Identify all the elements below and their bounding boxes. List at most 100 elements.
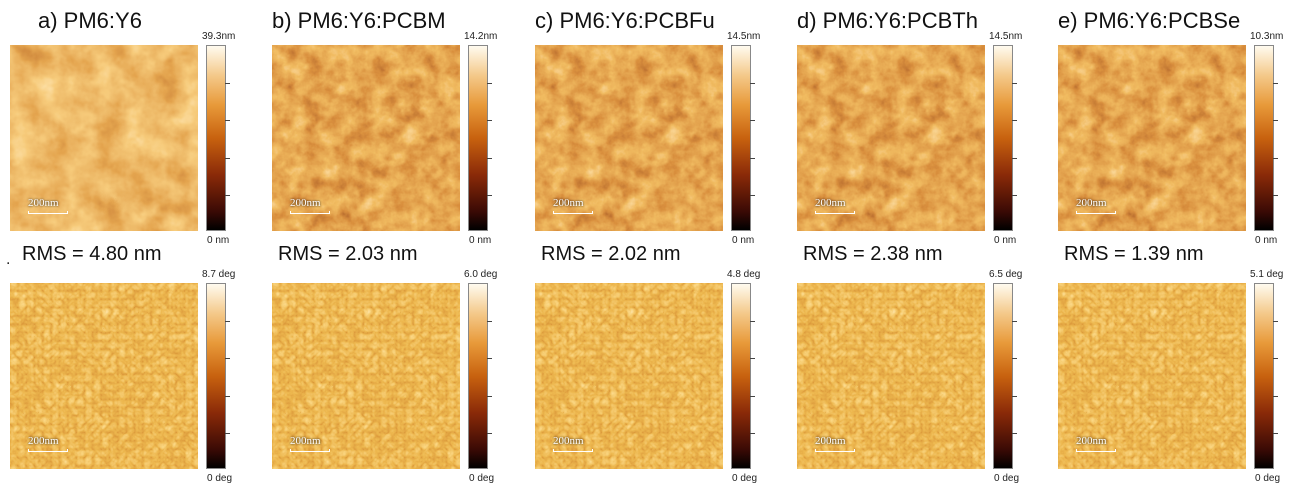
scale-bar-line — [28, 449, 68, 452]
colorbar-tick — [750, 395, 755, 397]
phase-colorbar — [993, 283, 1017, 469]
rms-label: RMS = 2.38 nm — [803, 243, 943, 265]
rms-label: RMS = 1.39 nm — [1064, 243, 1204, 265]
scale-bar: 200nm — [1076, 435, 1116, 452]
scale-bar-line — [815, 449, 855, 452]
colorbar-tick — [225, 194, 230, 196]
height-colorbar — [993, 45, 1017, 231]
colorbar-max-label: 6.0 deg — [464, 269, 498, 280]
colorbar-tick — [487, 358, 492, 360]
height-image — [535, 45, 723, 231]
scale-bar-line — [1076, 211, 1116, 214]
colorbar-min-label: 0 deg — [469, 473, 495, 484]
colorbar-min-label: 0 nm — [1255, 235, 1278, 246]
colorbar-tick — [1012, 83, 1017, 85]
colorbar-tick — [750, 432, 755, 434]
scale-bar-line — [815, 211, 855, 214]
colorbar-tick — [750, 358, 755, 360]
phase-colorbar — [206, 283, 230, 469]
height-colorbar — [206, 45, 230, 231]
colorbar-tick — [487, 83, 492, 85]
panel-0: a) PM6:Y6 RMS = 4.80 nm 200nm 39.3nm 0 nm 200… — [0, 0, 260, 484]
scale-bar-line — [290, 449, 330, 452]
colorbar-max-label: 14.5nm — [727, 31, 761, 42]
scale-bar: 200nm — [290, 435, 330, 452]
scale-bar: 200nm — [290, 197, 330, 214]
colorbar-tick — [1273, 321, 1278, 323]
colorbar-min-label: 0 deg — [994, 473, 1020, 484]
panel-3: d) PM6:Y6:PCBTh RMS = 2.38 nm 200nm 14.5nm 0… — [787, 0, 1047, 484]
panel-title: d) PM6:Y6:PCBTh — [797, 8, 978, 33]
colorbar-max-label: 5.1 deg — [1250, 269, 1284, 280]
colorbar-tick — [1273, 83, 1278, 85]
colorbar-tick — [1012, 395, 1017, 397]
colorbar-min-label: 0 nm — [469, 235, 492, 246]
stray-mark: . — [6, 251, 11, 268]
colorbar-tick — [750, 83, 755, 85]
colorbar-tick — [750, 194, 755, 196]
colorbar-tick — [1012, 157, 1017, 159]
panel-title: c) PM6:Y6:PCBFu — [535, 8, 715, 33]
rms-label: RMS = 4.80 nm — [22, 243, 162, 265]
height-image — [272, 45, 460, 231]
colorbar-tick — [1012, 120, 1017, 122]
colorbar-tick — [487, 194, 492, 196]
height-colorbar — [731, 45, 755, 231]
colorbar-tick — [1273, 358, 1278, 360]
colorbar-tick — [225, 321, 230, 323]
colorbar-tick — [487, 321, 492, 323]
scale-bar: 200nm — [553, 435, 593, 452]
scale-bar: 200nm — [1076, 197, 1116, 214]
scale-bar: 200nm — [815, 197, 855, 214]
panel-4: e) PM6:Y6:PCBSe RMS = 1.39 nm 200nm 10.3nm 0… — [1048, 0, 1299, 484]
colorbar-max-label: 6.5 deg — [989, 269, 1023, 280]
panel-1: b) PM6:Y6:PCBM RMS = 2.03 nm 200nm 14.2nm 0 … — [262, 0, 522, 484]
phase-image — [10, 283, 198, 469]
scale-bar-line — [28, 211, 68, 214]
colorbar-min-label: 0 nm — [994, 235, 1017, 246]
scale-bar: 200nm — [28, 435, 68, 452]
colorbar-tick — [1012, 358, 1017, 360]
colorbar-tick — [750, 157, 755, 159]
panel-title: a) PM6:Y6 — [38, 8, 142, 33]
rms-label: RMS = 2.03 nm — [278, 243, 418, 265]
colorbar-tick — [225, 395, 230, 397]
colorbar-tick — [1012, 194, 1017, 196]
height-image — [10, 45, 198, 231]
scale-bar-line — [553, 211, 593, 214]
colorbar-max-label: 8.7 deg — [202, 269, 236, 280]
colorbar-tick — [487, 432, 492, 434]
colorbar-tick — [1273, 120, 1278, 122]
colorbar-tick — [225, 120, 230, 122]
panel-title: b) PM6:Y6:PCBM — [272, 8, 446, 33]
phase-colorbar — [731, 283, 755, 469]
colorbar-max-label: 39.3nm — [202, 31, 236, 42]
colorbar-tick — [750, 321, 755, 323]
colorbar-max-label: 14.5nm — [989, 31, 1023, 42]
colorbar-min-label: 0 deg — [1255, 473, 1281, 484]
phase-colorbar — [468, 283, 492, 469]
colorbar-tick — [1273, 395, 1278, 397]
scale-bar-line — [1076, 449, 1116, 452]
scale-bar-line — [290, 211, 330, 214]
height-image — [1058, 45, 1246, 231]
phase-image — [797, 283, 985, 469]
colorbar-tick — [487, 120, 492, 122]
colorbar-tick — [1012, 321, 1017, 323]
colorbar-tick — [1273, 157, 1278, 159]
colorbar-min-label: 0 nm — [732, 235, 755, 246]
colorbar-max-label: 10.3nm — [1250, 31, 1284, 42]
colorbar-tick — [1273, 194, 1278, 196]
colorbar-tick — [487, 395, 492, 397]
colorbar-tick — [225, 157, 230, 159]
rms-label: RMS = 2.02 nm — [541, 243, 681, 265]
panel-2: c) PM6:Y6:PCBFu RMS = 2.02 nm 200nm 14.5nm 0… — [525, 0, 785, 484]
scale-bar: 200nm — [553, 197, 593, 214]
phase-image — [535, 283, 723, 469]
colorbar-tick — [1273, 432, 1278, 434]
scale-bar: 200nm — [815, 435, 855, 452]
colorbar-tick — [750, 120, 755, 122]
height-colorbar — [1254, 45, 1278, 231]
colorbar-tick — [487, 157, 492, 159]
